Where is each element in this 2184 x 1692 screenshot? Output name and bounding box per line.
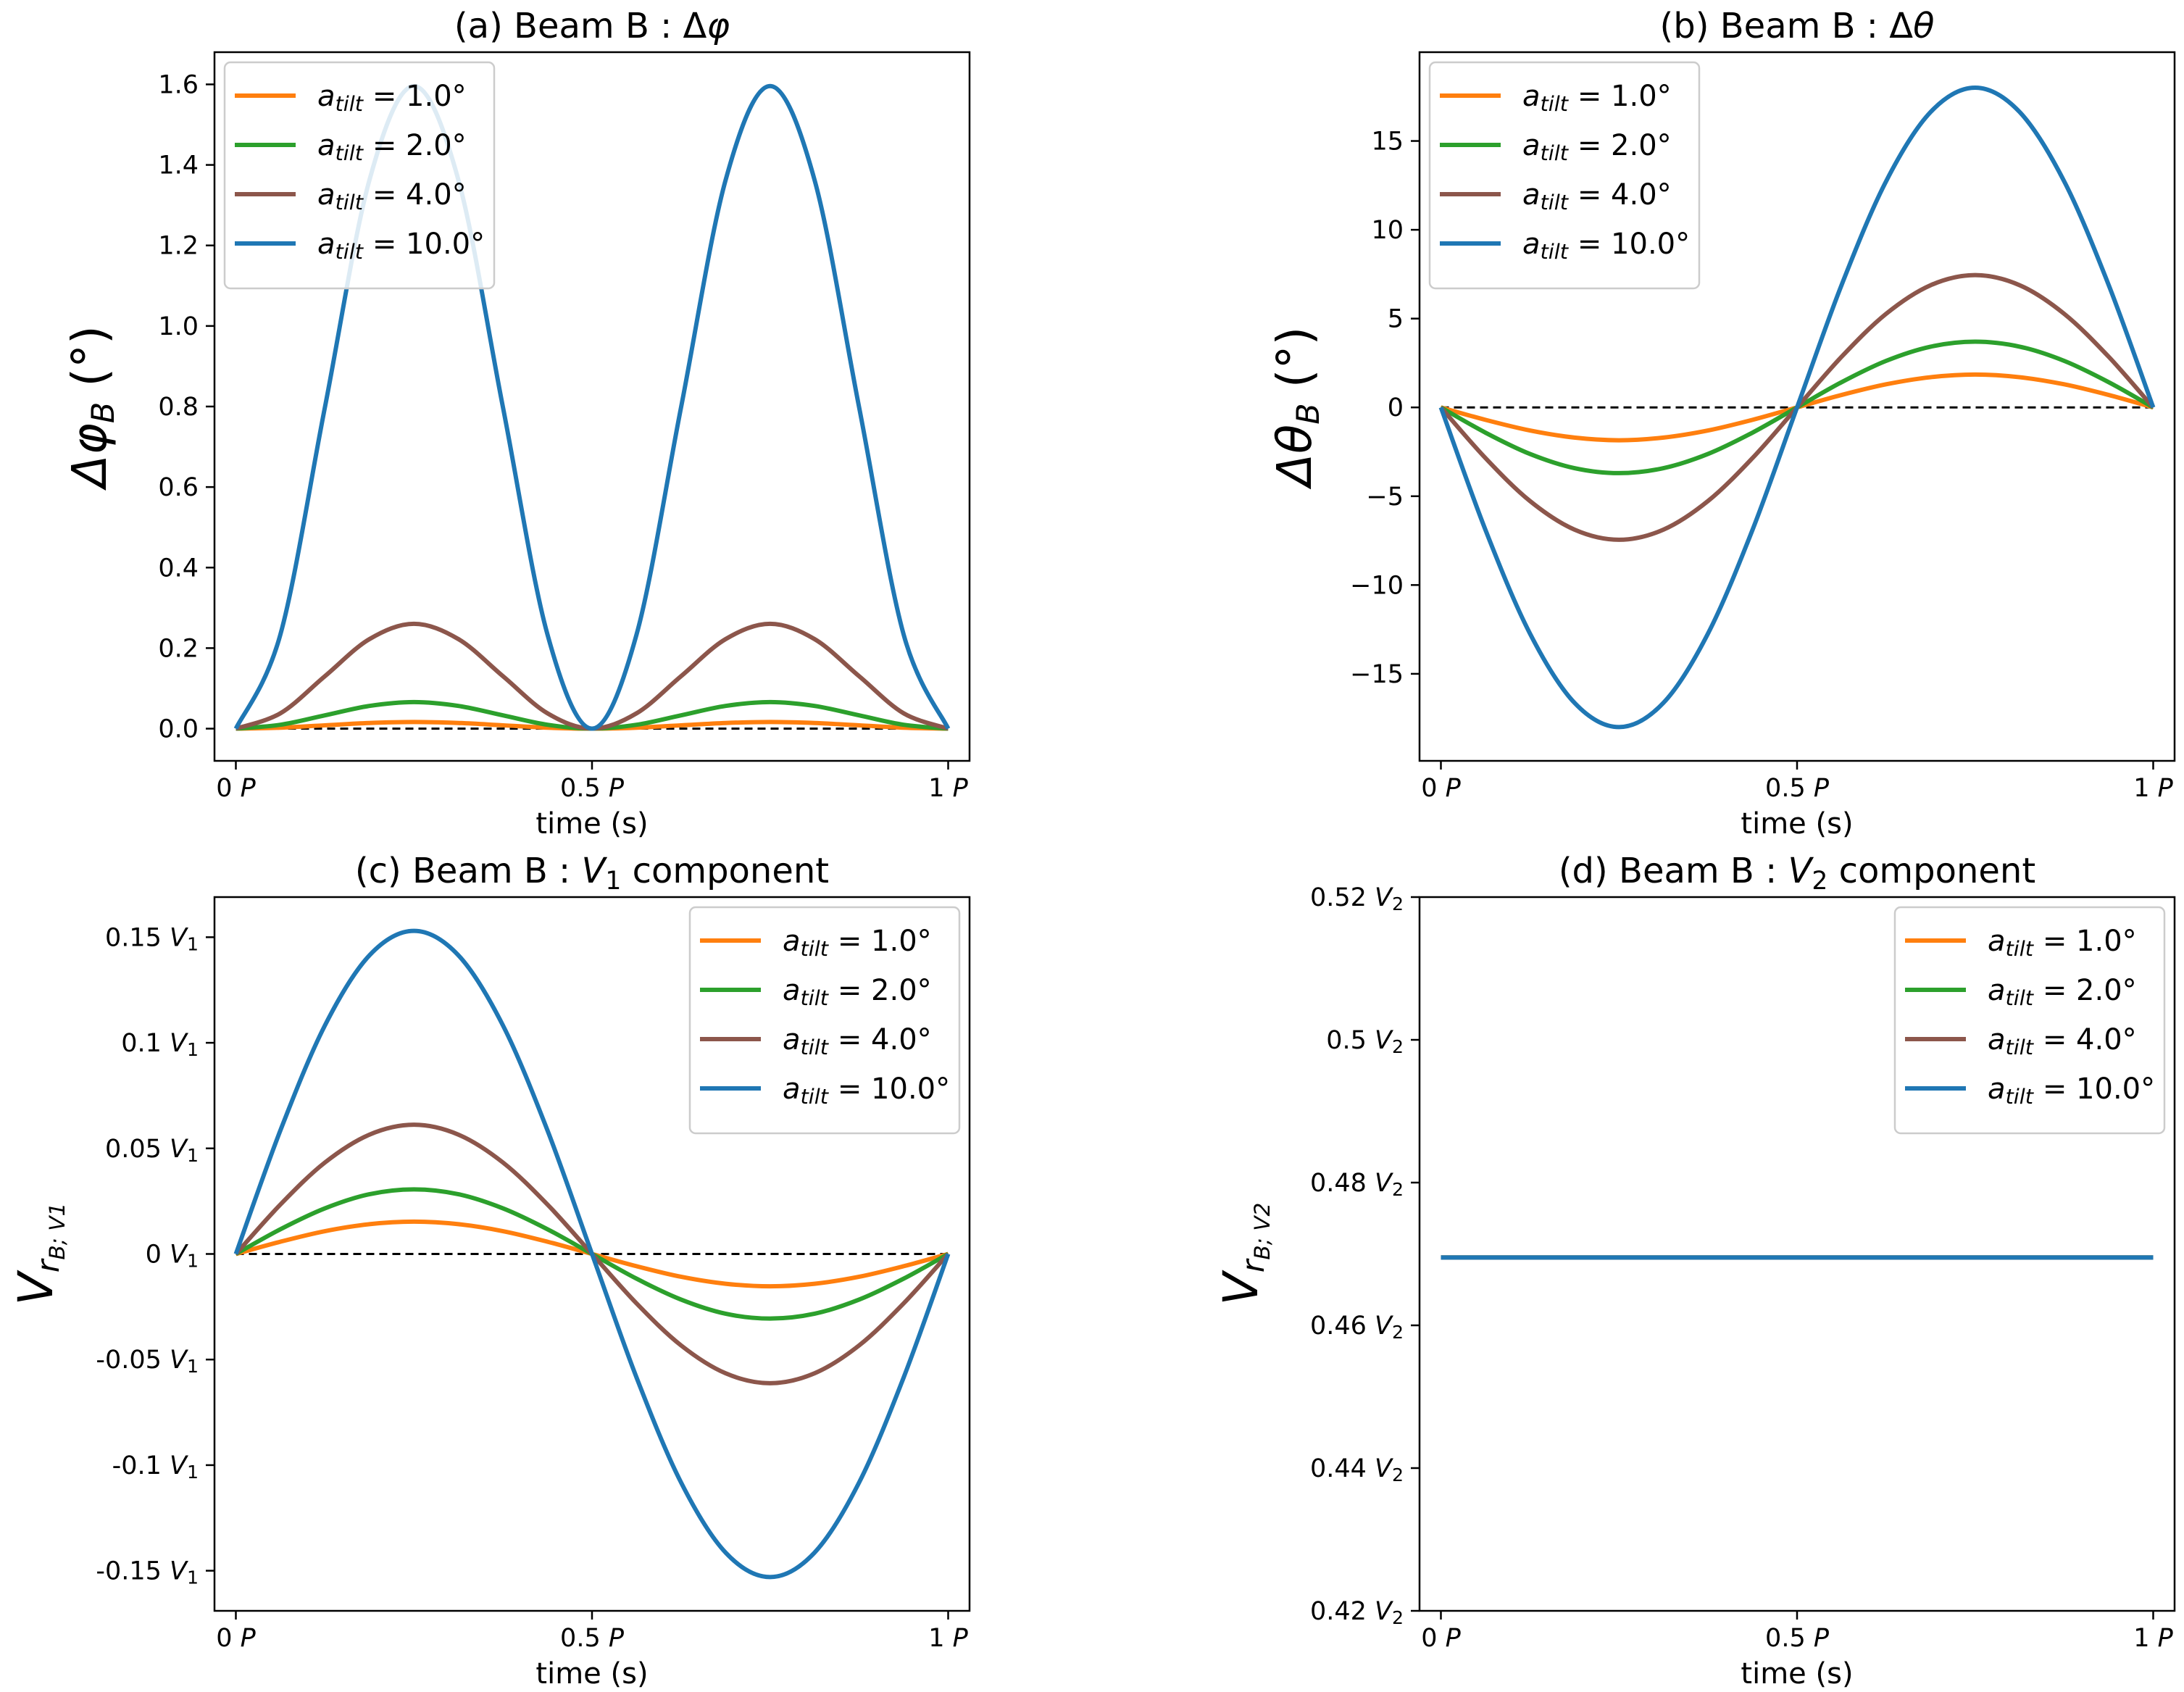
x-tick-label: 0.5 P [560, 774, 625, 803]
y-tick-label: 1.4 [158, 151, 199, 180]
panel-c: (c) Beam B : V1 component 0 P 0.5 P 1 P -0.1… [8, 851, 971, 1691]
y-tick-label: 0.5 V2 [1326, 1026, 1404, 1057]
x-axis-label: time (s) [535, 1657, 648, 1691]
y-tick-label: 0.4 [158, 554, 199, 583]
y-tick-label: 0.6 [158, 473, 199, 502]
legend-label: atilt = 2.0° [1522, 129, 1672, 165]
y-axis-label: ΔφB (°) [62, 325, 122, 491]
y-tick-label: 0.2 [158, 634, 199, 663]
x-tick-label: 1 P [2133, 1624, 2173, 1653]
y-tick-label: 0.48 V2 [1310, 1169, 1404, 1200]
y-tick-label: 1.0 [158, 312, 199, 341]
series-line-blue [1438, 86, 2156, 730]
legend-frame [1893, 906, 2166, 1135]
legend-frame [1428, 61, 1701, 290]
x-axis-label: time (s) [1741, 807, 1853, 841]
x-tick-label: 1 P [928, 774, 968, 803]
legend-label: atilt = 1.0° [317, 80, 467, 116]
y-tick-label: 15 [1371, 128, 1404, 157]
y-tick-label: 0.42 V2 [1310, 1597, 1404, 1628]
legend: atilt = 1.0° atilt = 2.0° atilt = 4.0° atil… [223, 61, 496, 290]
y-tick-label: 0 V1 [146, 1241, 199, 1272]
legend-label: atilt = 1.0° [1988, 925, 2137, 961]
x-tick-label: 1 P [2133, 774, 2173, 803]
y-tick-label: −10 [1350, 571, 1404, 600]
panel-b: (b) Beam B : Δθ 0 P 0.5 P 1 P −15 −10 −5 0 5 10 15… [1267, 6, 2176, 841]
y-axis-label: VrB; V1 [8, 1203, 70, 1306]
x-tick-label: 0 P [1421, 774, 1461, 803]
y-tick-label: -0.1 V1 [112, 1451, 199, 1483]
y-axis-label: ΔθB (°) [1267, 327, 1327, 490]
y-axis-label: VrB; V2 [1213, 1203, 1275, 1306]
panel-b-title: (b) Beam B : Δθ [1660, 6, 1935, 46]
x-axis-label: time (s) [535, 807, 648, 841]
legend-label: atilt = 4.0° [317, 178, 467, 214]
x-tick-label: 1 P [928, 1624, 968, 1653]
legend-label: atilt = 4.0° [1522, 178, 1672, 214]
legend-label: atilt = 2.0° [317, 129, 467, 165]
x-tick-label: 0 P [1421, 1624, 1461, 1653]
panel-a-title: (a) Beam B : Δφ [454, 6, 730, 46]
y-tick-label: 0.52 V2 [1310, 883, 1404, 914]
x-tick-label: 0.5 P [1765, 774, 1830, 803]
y-tick-label: 0.15 V1 [105, 923, 199, 954]
legend: atilt = 1.0° atilt = 2.0° atilt = 4.0° atil… [688, 906, 961, 1135]
y-tick-label: 1.6 [158, 70, 199, 99]
legend-frame [688, 906, 961, 1135]
legend: atilt = 1.0° atilt = 2.0° atilt = 4.0° atil… [1893, 906, 2166, 1135]
y-tick-label: -0.15 V1 [96, 1557, 199, 1588]
y-tick-label: 0.8 [158, 393, 199, 422]
legend-label: atilt = 2.0° [783, 974, 932, 1010]
panel-d: (d) Beam B : V2 component 0 P 0.5 P 1 P 0.42… [1213, 851, 2176, 1691]
legend-label: atilt = 4.0° [1988, 1023, 2137, 1059]
legend-label: atilt = 10.0° [1522, 228, 1690, 264]
legend-frame [223, 61, 496, 290]
y-tick-label: 10 [1371, 216, 1404, 245]
x-axis-label: time (s) [1741, 1657, 1853, 1691]
x-tick-label: 0 P [216, 774, 256, 803]
panel-a: (a) Beam B : Δφ 0 P 0.5 P 1 P 0.0 0.2 0.4 0.6 0.… [62, 6, 971, 841]
x-tick-label: 0.5 P [1765, 1624, 1830, 1653]
legend-label: atilt = 10.0° [317, 228, 485, 264]
y-tick-label: −5 [1366, 483, 1404, 512]
legend: atilt = 1.0° atilt = 2.0° atilt = 4.0° atil… [1428, 61, 1701, 290]
x-tick-label: 0 P [216, 1624, 256, 1653]
x-tick-label: 0.5 P [560, 1624, 625, 1653]
y-tick-label: 0 [1388, 393, 1404, 422]
y-tick-label: 0.0 [158, 715, 199, 744]
y-tick-label: 0.1 V1 [121, 1029, 199, 1060]
y-tick-label: −15 [1350, 660, 1404, 689]
legend-label: atilt = 4.0° [783, 1023, 932, 1059]
legend-label: atilt = 2.0° [1988, 974, 2137, 1010]
series-line-blue [233, 928, 951, 1580]
y-tick-label: 0.44 V2 [1310, 1454, 1404, 1485]
y-tick-label: -0.05 V1 [96, 1346, 199, 1377]
panel-d-title: (d) Beam B : V2 component [1559, 851, 2035, 896]
y-tick-label: 5 [1388, 305, 1404, 334]
y-tick-label: 0.46 V2 [1310, 1312, 1404, 1343]
y-tick-label: 1.2 [158, 232, 199, 261]
y-tick-label: 0.05 V1 [105, 1135, 199, 1166]
legend-label: atilt = 10.0° [1988, 1072, 2155, 1109]
legend-label: atilt = 1.0° [1522, 80, 1672, 116]
legend-label: atilt = 1.0° [783, 925, 932, 961]
legend-label: atilt = 10.0° [783, 1072, 950, 1109]
panel-c-title: (c) Beam B : V1 component [355, 851, 829, 896]
